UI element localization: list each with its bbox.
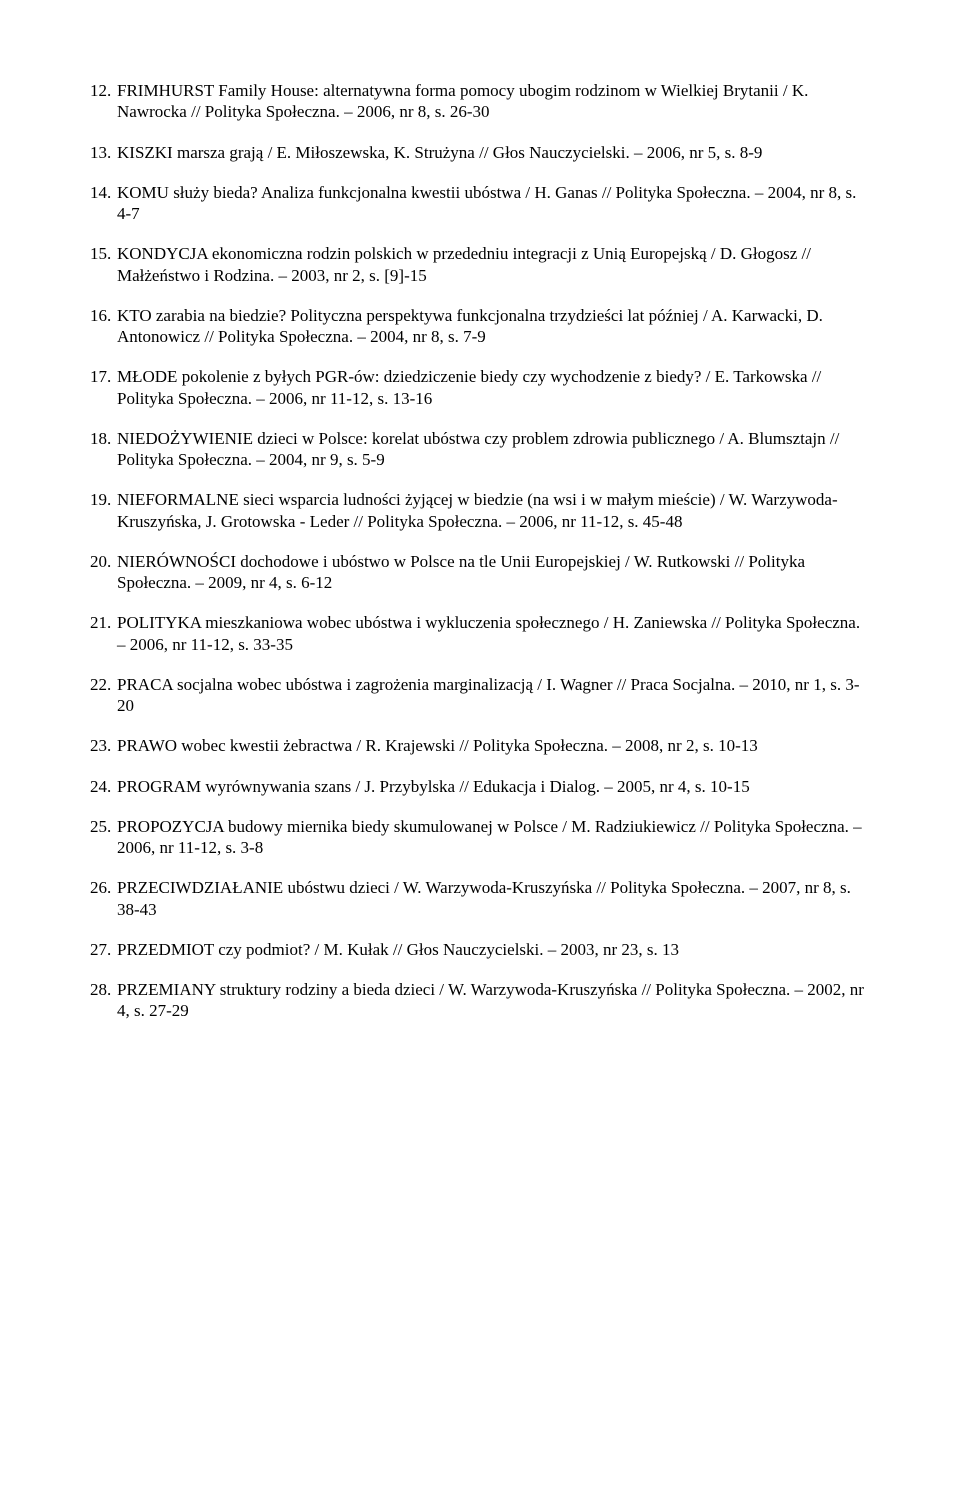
bibliography-entry: 25.PROPOZYCJA budowy miernika biedy skum…: [90, 816, 870, 859]
entry-text: PRZECIWDZIAŁANIE ubóstwu dzieci / W. War…: [117, 877, 870, 920]
entry-number: 19.: [90, 489, 117, 532]
bibliography-entry: 15.KONDYCJA ekonomiczna rodzin polskich …: [90, 243, 870, 286]
entry-text: NIEDOŻYWIENIE dzieci w Polsce: korelat u…: [117, 428, 870, 471]
bibliography-entry: 14.KOMU służy bieda? Analiza funkcjonaln…: [90, 182, 870, 225]
bibliography-entry: 17.MŁODE pokolenie z byłych PGR-ów: dzie…: [90, 366, 870, 409]
entry-text: NIERÓWNOŚCI dochodowe i ubóstwo w Polsce…: [117, 551, 870, 594]
entry-text: PROPOZYCJA budowy miernika biedy skumulo…: [117, 816, 870, 859]
bibliography-entry: 23.PRAWO wobec kwestii żebractwa / R. Kr…: [90, 735, 870, 756]
entry-text: PRACA socjalna wobec ubóstwa i zagrożeni…: [117, 674, 870, 717]
entry-text: KONDYCJA ekonomiczna rodzin polskich w p…: [117, 243, 870, 286]
entry-text: PRZEDMIOT czy podmiot? / M. Kułak // Gło…: [117, 939, 870, 960]
entry-text: KTO zarabia na biedzie? Polityczna persp…: [117, 305, 870, 348]
bibliography-entry: 12.FRIMHURST Family House: alternatywna …: [90, 80, 870, 123]
entry-number: 20.: [90, 551, 117, 594]
entry-number: 14.: [90, 182, 117, 225]
entry-text: NIEFORMALNE sieci wsparcia ludności żyją…: [117, 489, 870, 532]
bibliography-entry: 21.POLITYKA mieszkaniowa wobec ubóstwa i…: [90, 612, 870, 655]
bibliography-entry: 16.KTO zarabia na biedzie? Polityczna pe…: [90, 305, 870, 348]
bibliography-list: 12.FRIMHURST Family House: alternatywna …: [90, 80, 870, 1022]
bibliography-entry: 18.NIEDOŻYWIENIE dzieci w Polsce: korela…: [90, 428, 870, 471]
entry-text: PRZEMIANY struktury rodziny a bieda dzie…: [117, 979, 870, 1022]
entry-text: KOMU służy bieda? Analiza funkcjonalna k…: [117, 182, 870, 225]
bibliography-entry: 20.NIERÓWNOŚCI dochodowe i ubóstwo w Pol…: [90, 551, 870, 594]
entry-text: FRIMHURST Family House: alternatywna for…: [117, 80, 870, 123]
entry-number: 12.: [90, 80, 117, 123]
entry-number: 28.: [90, 979, 117, 1022]
bibliography-entry: 19.NIEFORMALNE sieci wsparcia ludności ż…: [90, 489, 870, 532]
entry-text: MŁODE pokolenie z byłych PGR-ów: dziedzi…: [117, 366, 870, 409]
bibliography-entry: 24.PROGRAM wyrównywania szans / J. Przyb…: [90, 776, 870, 797]
entry-number: 13.: [90, 142, 117, 163]
entry-number: 16.: [90, 305, 117, 348]
entry-number: 24.: [90, 776, 117, 797]
bibliography-entry: 26.PRZECIWDZIAŁANIE ubóstwu dzieci / W. …: [90, 877, 870, 920]
entry-number: 27.: [90, 939, 117, 960]
bibliography-entry: 27.PRZEDMIOT czy podmiot? / M. Kułak // …: [90, 939, 870, 960]
entry-number: 23.: [90, 735, 117, 756]
entry-number: 17.: [90, 366, 117, 409]
entry-number: 25.: [90, 816, 117, 859]
entry-text: PROGRAM wyrównywania szans / J. Przybyls…: [117, 776, 870, 797]
entry-number: 22.: [90, 674, 117, 717]
entry-text: PRAWO wobec kwestii żebractwa / R. Kraje…: [117, 735, 870, 756]
entry-text: KISZKI marsza grają / E. Miłoszewska, K.…: [117, 142, 870, 163]
entry-number: 15.: [90, 243, 117, 286]
bibliography-entry: 28.PRZEMIANY struktury rodziny a bieda d…: [90, 979, 870, 1022]
entry-number: 26.: [90, 877, 117, 920]
bibliography-entry: 22.PRACA socjalna wobec ubóstwa i zagroż…: [90, 674, 870, 717]
bibliography-entry: 13.KISZKI marsza grają / E. Miłoszewska,…: [90, 142, 870, 163]
entry-number: 18.: [90, 428, 117, 471]
entry-text: POLITYKA mieszkaniowa wobec ubóstwa i wy…: [117, 612, 870, 655]
entry-number: 21.: [90, 612, 117, 655]
